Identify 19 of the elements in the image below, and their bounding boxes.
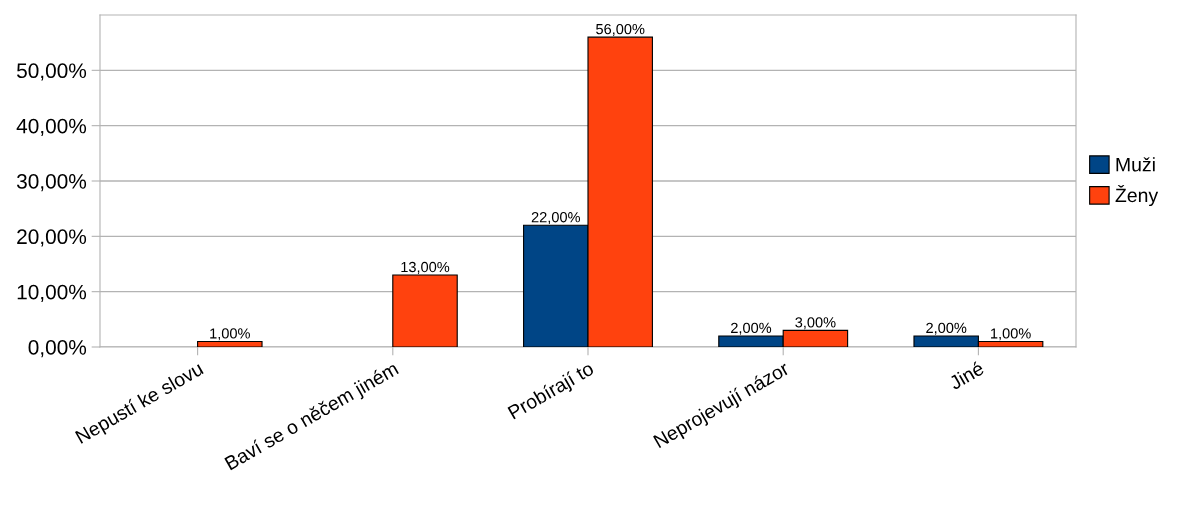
data-label: 2,00% xyxy=(731,322,772,335)
data-label: 1,00% xyxy=(210,328,250,341)
legend-label: Ženy xyxy=(1115,185,1159,207)
data-label: 13,00% xyxy=(401,261,450,274)
y-tick-label: 50,00% xyxy=(16,63,87,81)
data-label: 1,00% xyxy=(991,328,1031,341)
data-label: 3,00% xyxy=(795,317,836,330)
data-label: 56,00% xyxy=(596,23,645,36)
legend-label: Muži xyxy=(1116,157,1155,172)
data-label: 22,00% xyxy=(531,212,581,225)
y-tick-label: 30,00% xyxy=(16,174,87,192)
x-tick-label: Jiné xyxy=(947,360,985,391)
y-tick-label: 10,00% xyxy=(17,284,87,302)
y-tick-label: 20,00% xyxy=(17,229,87,247)
y-tick-label: 0,00% xyxy=(28,340,87,358)
y-tick-label: 40,00% xyxy=(16,118,87,136)
bar xyxy=(392,274,458,347)
data-label: 2,00% xyxy=(926,322,967,335)
bar xyxy=(197,340,263,347)
